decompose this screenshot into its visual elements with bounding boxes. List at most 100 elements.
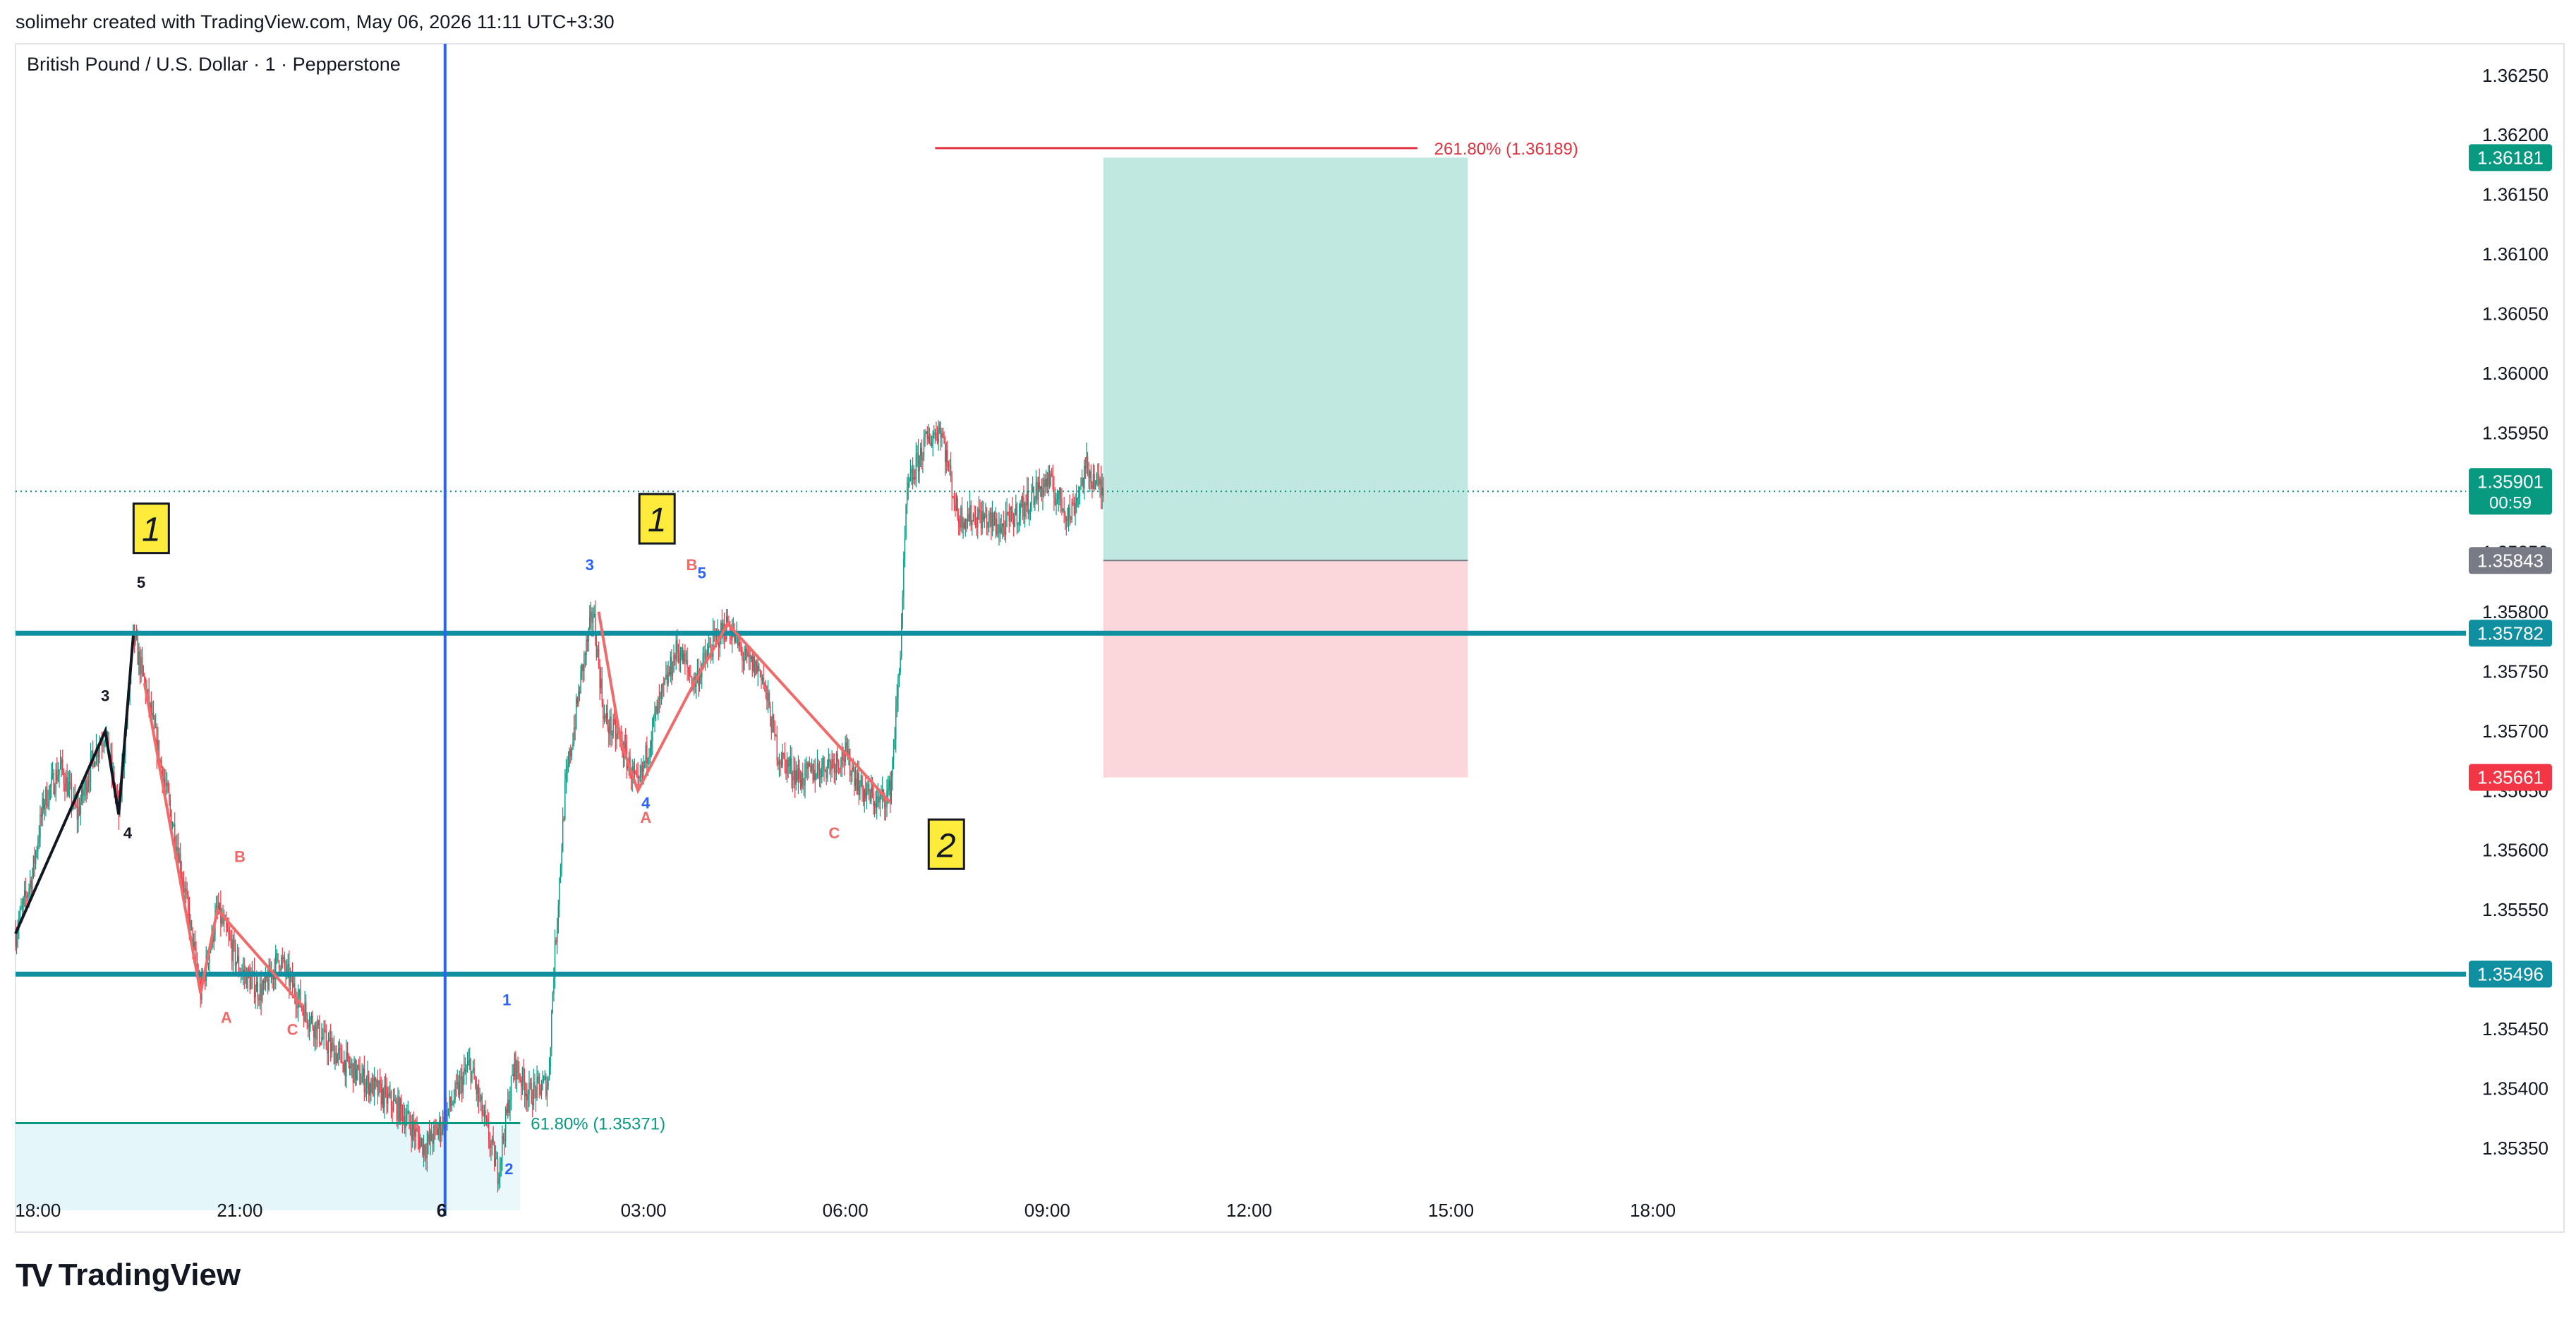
- candle-body: [368, 1074, 370, 1096]
- candle-body: [47, 804, 49, 807]
- candle-body: [578, 691, 579, 704]
- candle-body: [351, 1063, 353, 1066]
- candle-body: [409, 1122, 411, 1129]
- candle-body: [471, 1071, 473, 1082]
- candle-body: [949, 465, 950, 467]
- current-price-badge-countdown: 00:59: [2489, 493, 2532, 512]
- candle-body: [275, 954, 277, 980]
- candle-body: [1099, 479, 1101, 486]
- wave-label: 3: [101, 687, 109, 705]
- candle-body: [237, 956, 238, 963]
- candle-body: [1061, 499, 1063, 512]
- candle-body: [487, 1119, 488, 1124]
- candle-body: [253, 972, 255, 997]
- candle-body: [341, 1049, 343, 1063]
- candle-body: [406, 1114, 408, 1121]
- candle-body: [268, 965, 270, 990]
- candle-body: [386, 1087, 387, 1104]
- candle-body: [516, 1061, 518, 1080]
- candle-body: [90, 756, 92, 782]
- candle-body: [1046, 478, 1048, 487]
- candle-body: [617, 733, 619, 735]
- candle-body: [921, 447, 922, 461]
- candle-body: [363, 1068, 365, 1092]
- candle-body: [380, 1083, 382, 1105]
- candle-body: [430, 1131, 433, 1141]
- candle-body: [897, 678, 899, 698]
- candle-body: [190, 920, 191, 931]
- candle-body: [753, 656, 754, 671]
- candle-body: [116, 796, 119, 797]
- wave-label: C: [287, 1021, 298, 1039]
- candle-body: [790, 758, 792, 765]
- candle-body: [607, 713, 608, 727]
- candle-body: [873, 803, 876, 806]
- candle-body: [984, 515, 986, 520]
- candle-body: [854, 778, 857, 786]
- candle-body: [191, 920, 193, 928]
- candle-body: [700, 674, 701, 677]
- candle-body: [646, 745, 648, 764]
- candle-body: [310, 1015, 313, 1018]
- candle-body: [849, 749, 851, 776]
- candle-body: [35, 852, 37, 864]
- candle-body: [45, 788, 47, 805]
- candle-body: [1078, 496, 1080, 498]
- candle-body: [542, 1080, 543, 1090]
- wave-degree-box: [132, 502, 170, 555]
- candle-body: [783, 752, 785, 755]
- x-axis-tick-label: 12:00: [1226, 1200, 1272, 1221]
- candle-body: [428, 1134, 430, 1142]
- candle-body: [1053, 488, 1055, 498]
- y-axis-tick-label: 1.36100: [2482, 243, 2548, 265]
- candle-body: [1058, 493, 1059, 499]
- candle-body: [107, 732, 109, 735]
- candle-body: [371, 1078, 373, 1093]
- candle-body: [835, 753, 837, 766]
- candle-body: [847, 747, 849, 759]
- candle-body: [282, 958, 283, 959]
- candle-body: [510, 1075, 512, 1100]
- candle-body: [506, 1109, 507, 1113]
- candle-body: [413, 1121, 414, 1130]
- candle-body: [359, 1065, 361, 1084]
- candle-body: [610, 716, 612, 736]
- candle-body: [922, 457, 924, 461]
- candle-body: [789, 764, 790, 767]
- candle-body: [586, 639, 588, 642]
- candle-body: [492, 1138, 494, 1143]
- y-axis-tick-label: 1.36200: [2482, 124, 2548, 145]
- candle-body: [898, 672, 900, 679]
- y-axis-tick-label: 1.35350: [2482, 1138, 2548, 1159]
- candle-body: [40, 814, 42, 816]
- candle-body: [936, 438, 938, 443]
- candle-body: [608, 726, 610, 734]
- candle-body: [955, 498, 957, 511]
- candle-body: [186, 891, 188, 896]
- candle-body: [1090, 471, 1092, 483]
- candle-body: [181, 873, 182, 879]
- candle-body: [26, 896, 28, 898]
- wave-label: 4: [123, 824, 133, 842]
- candle-body: [1094, 483, 1096, 490]
- candle-body: [477, 1086, 478, 1095]
- candle-body: [230, 937, 231, 943]
- candle-body: [279, 968, 281, 970]
- candle-body: [856, 778, 857, 791]
- candle-body: [924, 433, 926, 438]
- candle-body: [615, 722, 617, 740]
- candle-body: [993, 524, 996, 526]
- candle-body: [852, 767, 854, 770]
- candle-body: [689, 672, 690, 676]
- candle-body: [78, 807, 80, 814]
- candle-body: [569, 749, 570, 764]
- candle-body: [681, 647, 682, 659]
- candle-body: [811, 764, 813, 771]
- candle-body: [751, 656, 753, 671]
- candle-body: [296, 1005, 298, 1008]
- candle-body: [256, 982, 258, 992]
- candle-body: [99, 745, 100, 752]
- corrective-wave-abc-2: [597, 611, 892, 804]
- candle-body: [562, 818, 564, 852]
